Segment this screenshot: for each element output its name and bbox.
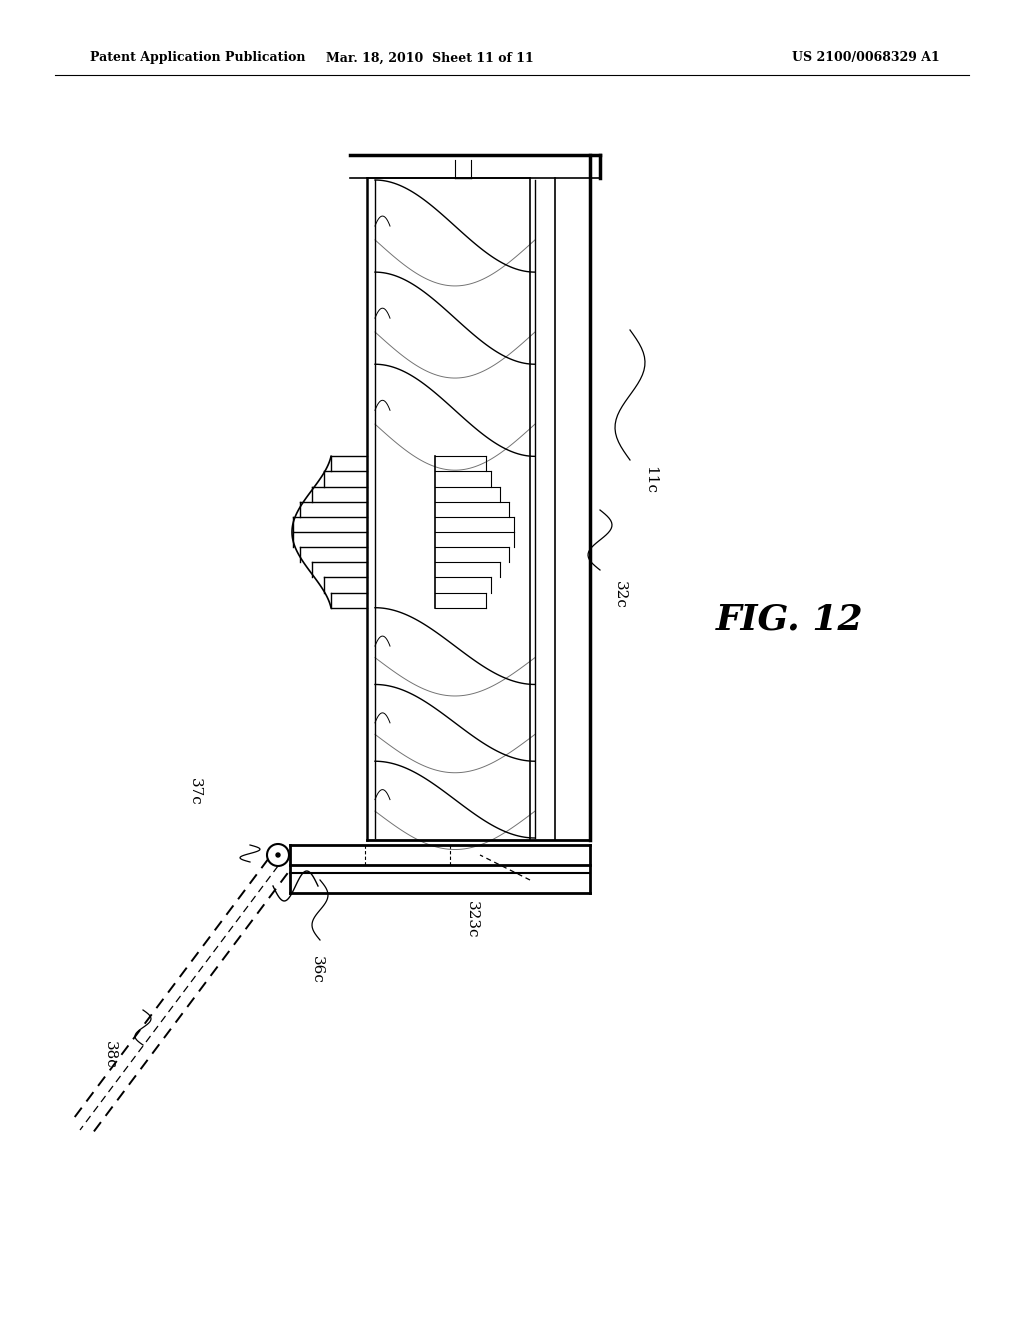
Text: 323c: 323c: [465, 902, 479, 939]
Text: 37c: 37c: [188, 777, 202, 807]
Text: FIG. 12: FIG. 12: [716, 603, 864, 638]
Text: 38c: 38c: [103, 1041, 117, 1069]
Circle shape: [276, 853, 280, 857]
Text: 32c: 32c: [613, 581, 627, 609]
Text: Patent Application Publication: Patent Application Publication: [90, 51, 305, 65]
Text: US 2100/0068329 A1: US 2100/0068329 A1: [793, 51, 940, 65]
Text: Mar. 18, 2010  Sheet 11 of 11: Mar. 18, 2010 Sheet 11 of 11: [326, 51, 534, 65]
Text: 11c: 11c: [643, 466, 657, 494]
Text: 36c: 36c: [310, 956, 324, 983]
